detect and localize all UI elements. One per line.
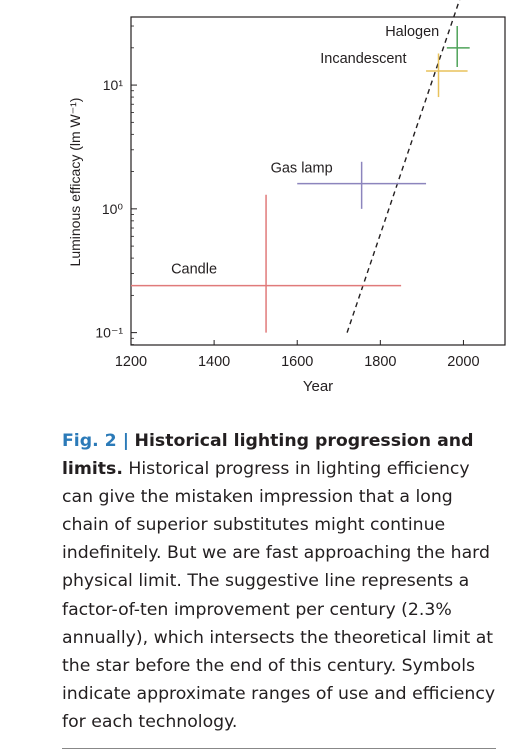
technology-label: Halogen [385,24,439,40]
y-tick-label: 10⁰ [102,201,124,217]
trend-line [346,0,461,333]
figure-title: Historical lighting progression and limi… [62,431,474,480]
x-tick-label: 1600 [281,354,313,370]
chart: 1200140016001800200010⁻¹10⁰10¹10²Theoret… [67,0,506,395]
technology-label: Incandescent [320,51,406,67]
x-axis-label: Year [303,378,333,395]
x-tick-label: 1200 [115,354,147,370]
x-tick-label: 1400 [198,354,230,370]
caption-text: Historical progress in lighting efficien… [62,459,496,732]
y-axis-label: Luminous efficacy (lm W⁻¹) [67,98,83,267]
y-tick-label: 10¹ [103,77,124,93]
plot-frame [130,16,506,346]
bottom-divider [62,748,496,749]
technology-label: Candle [171,262,217,278]
y-tick-label: 10⁻¹ [95,325,123,341]
x-tick-label: 1800 [364,354,396,370]
technology-label: Gas lamp [271,161,333,177]
x-tick-label: 2000 [447,354,479,370]
figure-number: Fig. 2 | [62,431,130,451]
figure-caption: Fig. 2 | Historical lighting progression… [62,427,502,736]
